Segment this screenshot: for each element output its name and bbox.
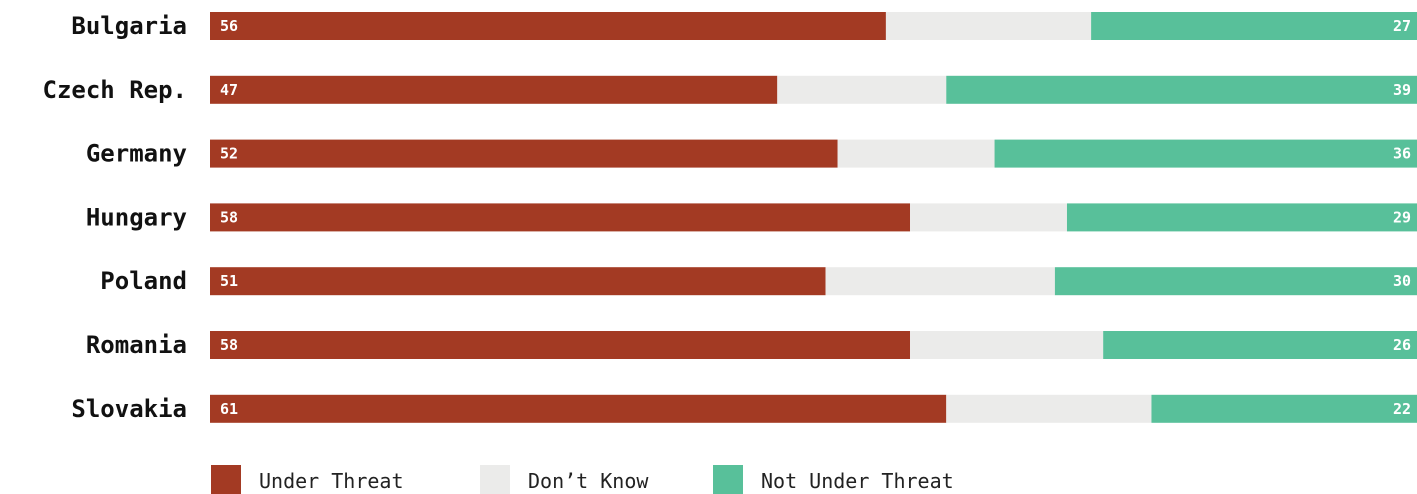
legend-label-not-under-threat: Not Under Threat — [761, 469, 954, 493]
bar-segment-not-under-threat — [1103, 331, 1417, 359]
category-label: Slovakia — [71, 395, 187, 423]
category-label: Poland — [100, 267, 187, 295]
bar-segment-under-threat — [210, 394, 947, 423]
bar-segment-not-under-threat — [946, 75, 1417, 104]
data-label-not-under-threat: 26 — [1393, 336, 1411, 354]
bar-row-bulgaria: Bulgaria 56 27 — [71, 12, 1417, 40]
data-label-under-threat: 61 — [220, 400, 238, 418]
bar-segment-under-threat — [210, 203, 911, 232]
data-label-not-under-threat: 29 — [1393, 208, 1411, 226]
legend-item-dont-know: Don’t Know — [480, 465, 649, 494]
legend-item-under-threat: Under Threat — [211, 465, 404, 494]
bar-segment-don-t-know — [910, 331, 1104, 359]
bar-segment-don-t-know — [946, 394, 1152, 423]
bar-row-hungary: Hungary 58 29 — [86, 203, 1417, 232]
data-label-under-threat: 52 — [220, 145, 238, 163]
bar-row-germany: Germany 52 36 — [86, 139, 1417, 168]
category-label: Czech Rep. — [43, 76, 188, 104]
data-label-not-under-threat: 22 — [1393, 400, 1411, 418]
legend-swatch-not-under-threat — [713, 465, 743, 494]
data-label-under-threat: 56 — [220, 17, 238, 35]
data-label-not-under-threat: 30 — [1393, 272, 1411, 290]
data-label-under-threat: 47 — [220, 81, 238, 99]
data-label-not-under-threat: 39 — [1393, 81, 1411, 99]
legend-label-dont-know: Don’t Know — [528, 469, 649, 493]
bar-segment-don-t-know — [837, 139, 995, 168]
bar-segment-under-threat — [210, 267, 826, 296]
category-label: Hungary — [86, 203, 187, 231]
bar-row-czech-rep: Czech Rep. 47 39 — [43, 75, 1417, 104]
data-label-not-under-threat: 27 — [1393, 17, 1411, 35]
bar-segment-not-under-threat — [1151, 394, 1417, 423]
bar-segment-not-under-threat — [1066, 203, 1417, 232]
legend-label-under-threat: Under Threat — [259, 469, 404, 493]
bar-segment-don-t-know — [777, 75, 947, 104]
bar-segment-don-t-know — [885, 12, 1092, 40]
data-label-under-threat: 58 — [220, 208, 238, 226]
category-label: Bulgaria — [71, 12, 187, 40]
chart-rows: Bulgaria 56 27 Czech Rep. 47 39 Germany 52 36 Hun… — [43, 12, 1417, 423]
legend: Under Threat Don’t Know Not Under Threat — [211, 465, 954, 494]
bar-segment-not-under-threat — [994, 139, 1417, 168]
category-label: Germany — [86, 140, 187, 168]
bar-segment-under-threat — [210, 139, 838, 168]
bar-segment-under-threat — [210, 75, 778, 104]
data-label-under-threat: 58 — [220, 336, 238, 354]
category-label: Romania — [86, 331, 187, 359]
bar-segment-don-t-know — [825, 267, 1055, 296]
data-label-under-threat: 51 — [220, 272, 238, 290]
bar-segment-not-under-threat — [1054, 267, 1417, 296]
bar-segment-under-threat — [210, 12, 886, 40]
legend-swatch-dont-know — [480, 465, 510, 494]
legend-item-not-under-threat: Not Under Threat — [713, 465, 954, 494]
bar-segment-don-t-know — [910, 203, 1067, 232]
bar-segment-not-under-threat — [1091, 12, 1417, 40]
legend-swatch-under-threat — [211, 465, 241, 494]
bar-row-slovakia: Slovakia 61 22 — [71, 394, 1417, 423]
bar-row-poland: Poland 51 30 — [100, 267, 1417, 296]
bar-row-romania: Romania 58 26 — [86, 331, 1417, 359]
bar-segment-under-threat — [210, 331, 911, 359]
data-label-not-under-threat: 36 — [1393, 145, 1411, 163]
